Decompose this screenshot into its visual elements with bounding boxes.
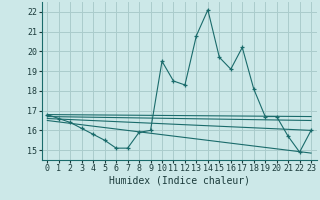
- X-axis label: Humidex (Indice chaleur): Humidex (Indice chaleur): [109, 176, 250, 186]
